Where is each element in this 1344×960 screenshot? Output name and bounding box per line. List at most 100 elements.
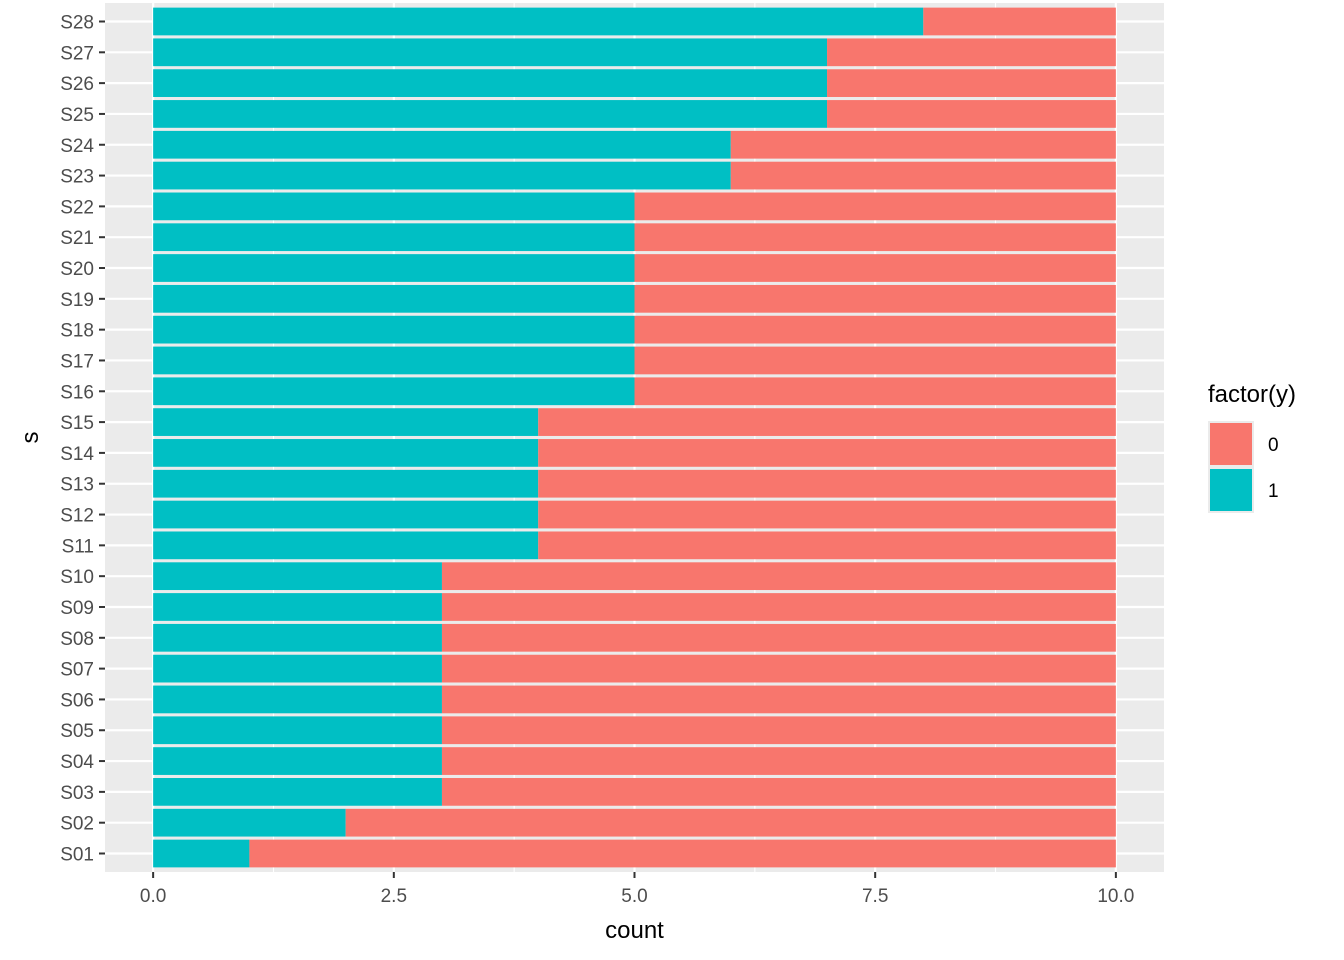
y-tick-label: S06 [60, 690, 94, 711]
bar-S28-y0 [923, 7, 1116, 36]
y-tick-label: S17 [60, 351, 94, 372]
y-axis: S01 S02 S03 S04 S05 S06 S07 S08 S09 S10 S11 S12 S13 S… [60, 12, 105, 866]
bar-S11-y0 [538, 531, 1116, 560]
y-tick-label: S20 [60, 259, 94, 280]
y-tick-label: S05 [60, 721, 94, 742]
y-tick-label: S28 [60, 12, 94, 33]
bar-S19-y1 [153, 284, 635, 313]
y-tick-label: S07 [60, 660, 94, 681]
bar-S17-y0 [634, 346, 1116, 375]
bar-S15-y0 [538, 408, 1116, 436]
x-tick-label: 0.0 [140, 886, 166, 907]
y-tick-label: S16 [60, 382, 94, 403]
bar-S14-y1 [153, 439, 539, 467]
bar-S01-y1 [153, 839, 250, 868]
y-tick-label: S21 [60, 228, 94, 249]
legend-swatch [1210, 469, 1252, 511]
y-tick-label: S03 [60, 783, 94, 804]
y-tick-label: S23 [60, 167, 94, 188]
bar-S05-y0 [441, 716, 1116, 745]
bar-S07-y0 [441, 654, 1116, 683]
y-tick-label: S18 [60, 321, 94, 342]
bar-S27-y0 [827, 38, 1116, 67]
bar-S16-y0 [634, 377, 1116, 406]
legend-label: 1 [1268, 481, 1279, 502]
bar-S18-y1 [153, 315, 635, 344]
x-tick-label: 2.5 [381, 886, 407, 907]
bar-S01-y0 [249, 839, 1116, 868]
bar-S17-y1 [153, 346, 635, 375]
y-tick-label: S11 [62, 536, 94, 557]
y-tick-label: S25 [60, 105, 94, 126]
bar-S25-y1 [153, 100, 828, 128]
bar-S18-y0 [634, 315, 1116, 344]
bar-S08-y0 [441, 623, 1116, 652]
legend: factor(y) 0 1 [1208, 381, 1296, 513]
legend-label: 0 [1268, 435, 1279, 456]
y-tick-label: S24 [60, 136, 94, 157]
bar-S23-y0 [730, 161, 1116, 190]
bar-S13-y0 [538, 469, 1116, 498]
y-tick-label: S22 [60, 197, 94, 218]
bar-S22-y0 [634, 192, 1116, 221]
bar-S15-y1 [153, 408, 539, 436]
x-axis-title: count [605, 917, 664, 944]
bar-S12-y1 [153, 500, 539, 529]
bar-S21-y1 [153, 223, 635, 252]
bar-S09-y0 [441, 593, 1116, 621]
bar-S19-y0 [634, 284, 1116, 313]
bar-S21-y0 [634, 223, 1116, 252]
y-tick-label: S01 [60, 845, 94, 866]
bar-S16-y1 [153, 377, 635, 406]
bar-S03-y1 [153, 778, 442, 806]
y-axis-title: s [17, 432, 44, 444]
legend-title: factor(y) [1208, 381, 1296, 408]
bar-S07-y1 [153, 654, 442, 683]
bar-S26-y1 [153, 69, 828, 97]
y-tick-label: S14 [60, 444, 94, 465]
bar-S10-y0 [441, 562, 1116, 591]
bar-S03-y0 [441, 778, 1116, 806]
y-tick-label: S02 [60, 814, 94, 835]
bar-S24-y0 [730, 130, 1116, 159]
bar-S20-y1 [153, 254, 635, 282]
legend-swatch [1210, 423, 1252, 465]
bar-S20-y0 [634, 254, 1116, 282]
bar-S24-y1 [153, 130, 731, 159]
y-tick-label: S13 [60, 475, 94, 496]
bar-S27-y1 [153, 38, 828, 67]
y-tick-label: S27 [60, 43, 94, 64]
x-tick-label: 5.0 [621, 886, 647, 907]
bar-S02-y1 [153, 808, 346, 837]
bar-S13-y1 [153, 469, 539, 498]
x-tick-label: 7.5 [862, 886, 888, 907]
bar-S14-y0 [538, 439, 1116, 467]
bar-S05-y1 [153, 716, 442, 745]
bar-S09-y1 [153, 593, 442, 621]
y-tick-label: S19 [60, 290, 94, 311]
bar-S08-y1 [153, 623, 442, 652]
bar-S12-y0 [538, 500, 1116, 529]
bar-S02-y0 [345, 808, 1116, 837]
bar-S26-y0 [827, 69, 1116, 97]
bar-S04-y1 [153, 747, 442, 775]
bars [153, 7, 1116, 868]
y-tick-label: S04 [60, 752, 94, 773]
y-tick-label: S12 [60, 506, 94, 527]
bar-S04-y0 [441, 747, 1116, 775]
bar-S25-y0 [827, 100, 1116, 128]
y-tick-label: S09 [60, 598, 94, 619]
bar-S28-y1 [153, 7, 924, 36]
bar-S10-y1 [153, 562, 442, 591]
bar-S06-y0 [441, 685, 1116, 714]
bar-S06-y1 [153, 685, 442, 714]
y-tick-label: S08 [60, 629, 94, 650]
x-tick-label: 10.0 [1097, 886, 1134, 907]
x-axis: 0.0 2.5 5.0 7.5 10.0 [140, 872, 1134, 907]
y-tick-label: S26 [60, 74, 94, 95]
y-tick-label: S10 [60, 567, 94, 588]
bar-S11-y1 [153, 531, 539, 560]
y-tick-label: S15 [60, 413, 94, 434]
bar-S23-y1 [153, 161, 731, 190]
